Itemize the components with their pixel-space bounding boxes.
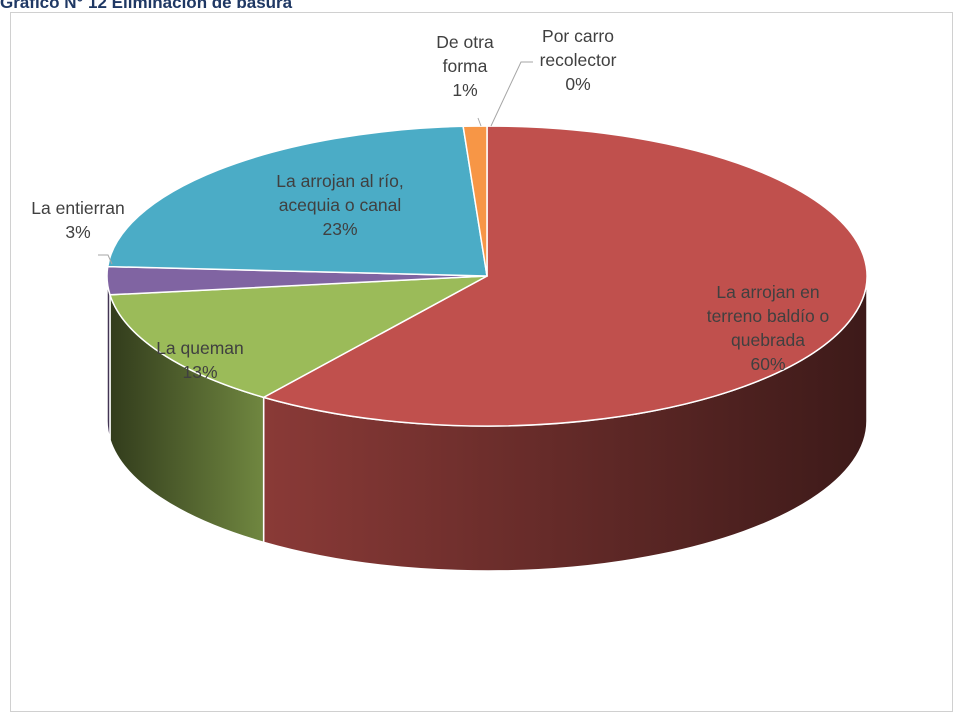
slice-label-3: La arrojan al río, acequia o canal 23% (276, 171, 403, 239)
slice-top-3 (106, 125, 488, 277)
pie-tops (106, 125, 868, 427)
slice-label-4: De otra forma 1% (436, 32, 494, 100)
leader-por-carro-recolector (490, 61, 533, 127)
slice-labels: La arrojan en terreno baldío o quebrada 60%… (31, 26, 829, 382)
slice-label-5: Por carro recolector 0% (540, 26, 617, 94)
slice-label-1: La queman 13% (156, 338, 244, 382)
slice-label-2: La entierran 3% (31, 198, 124, 242)
page-title: Gráfico N° 12 Eliminación de basura (0, 0, 293, 12)
slice-top-0 (261, 125, 868, 427)
pie-chart: La arrojan en terreno baldío o quebrada 60%… (31, 26, 868, 572)
slice-side-2 (106, 275, 111, 441)
leader-la-entierran (98, 254, 113, 265)
leader-de-otra-forma (477, 117, 482, 127)
leader-lines (98, 61, 533, 265)
slice-top-1 (108, 275, 488, 399)
slice-top-4 (462, 125, 488, 277)
slice-label-0: La arrojan en terreno baldío o quebrada 60% (707, 282, 830, 374)
